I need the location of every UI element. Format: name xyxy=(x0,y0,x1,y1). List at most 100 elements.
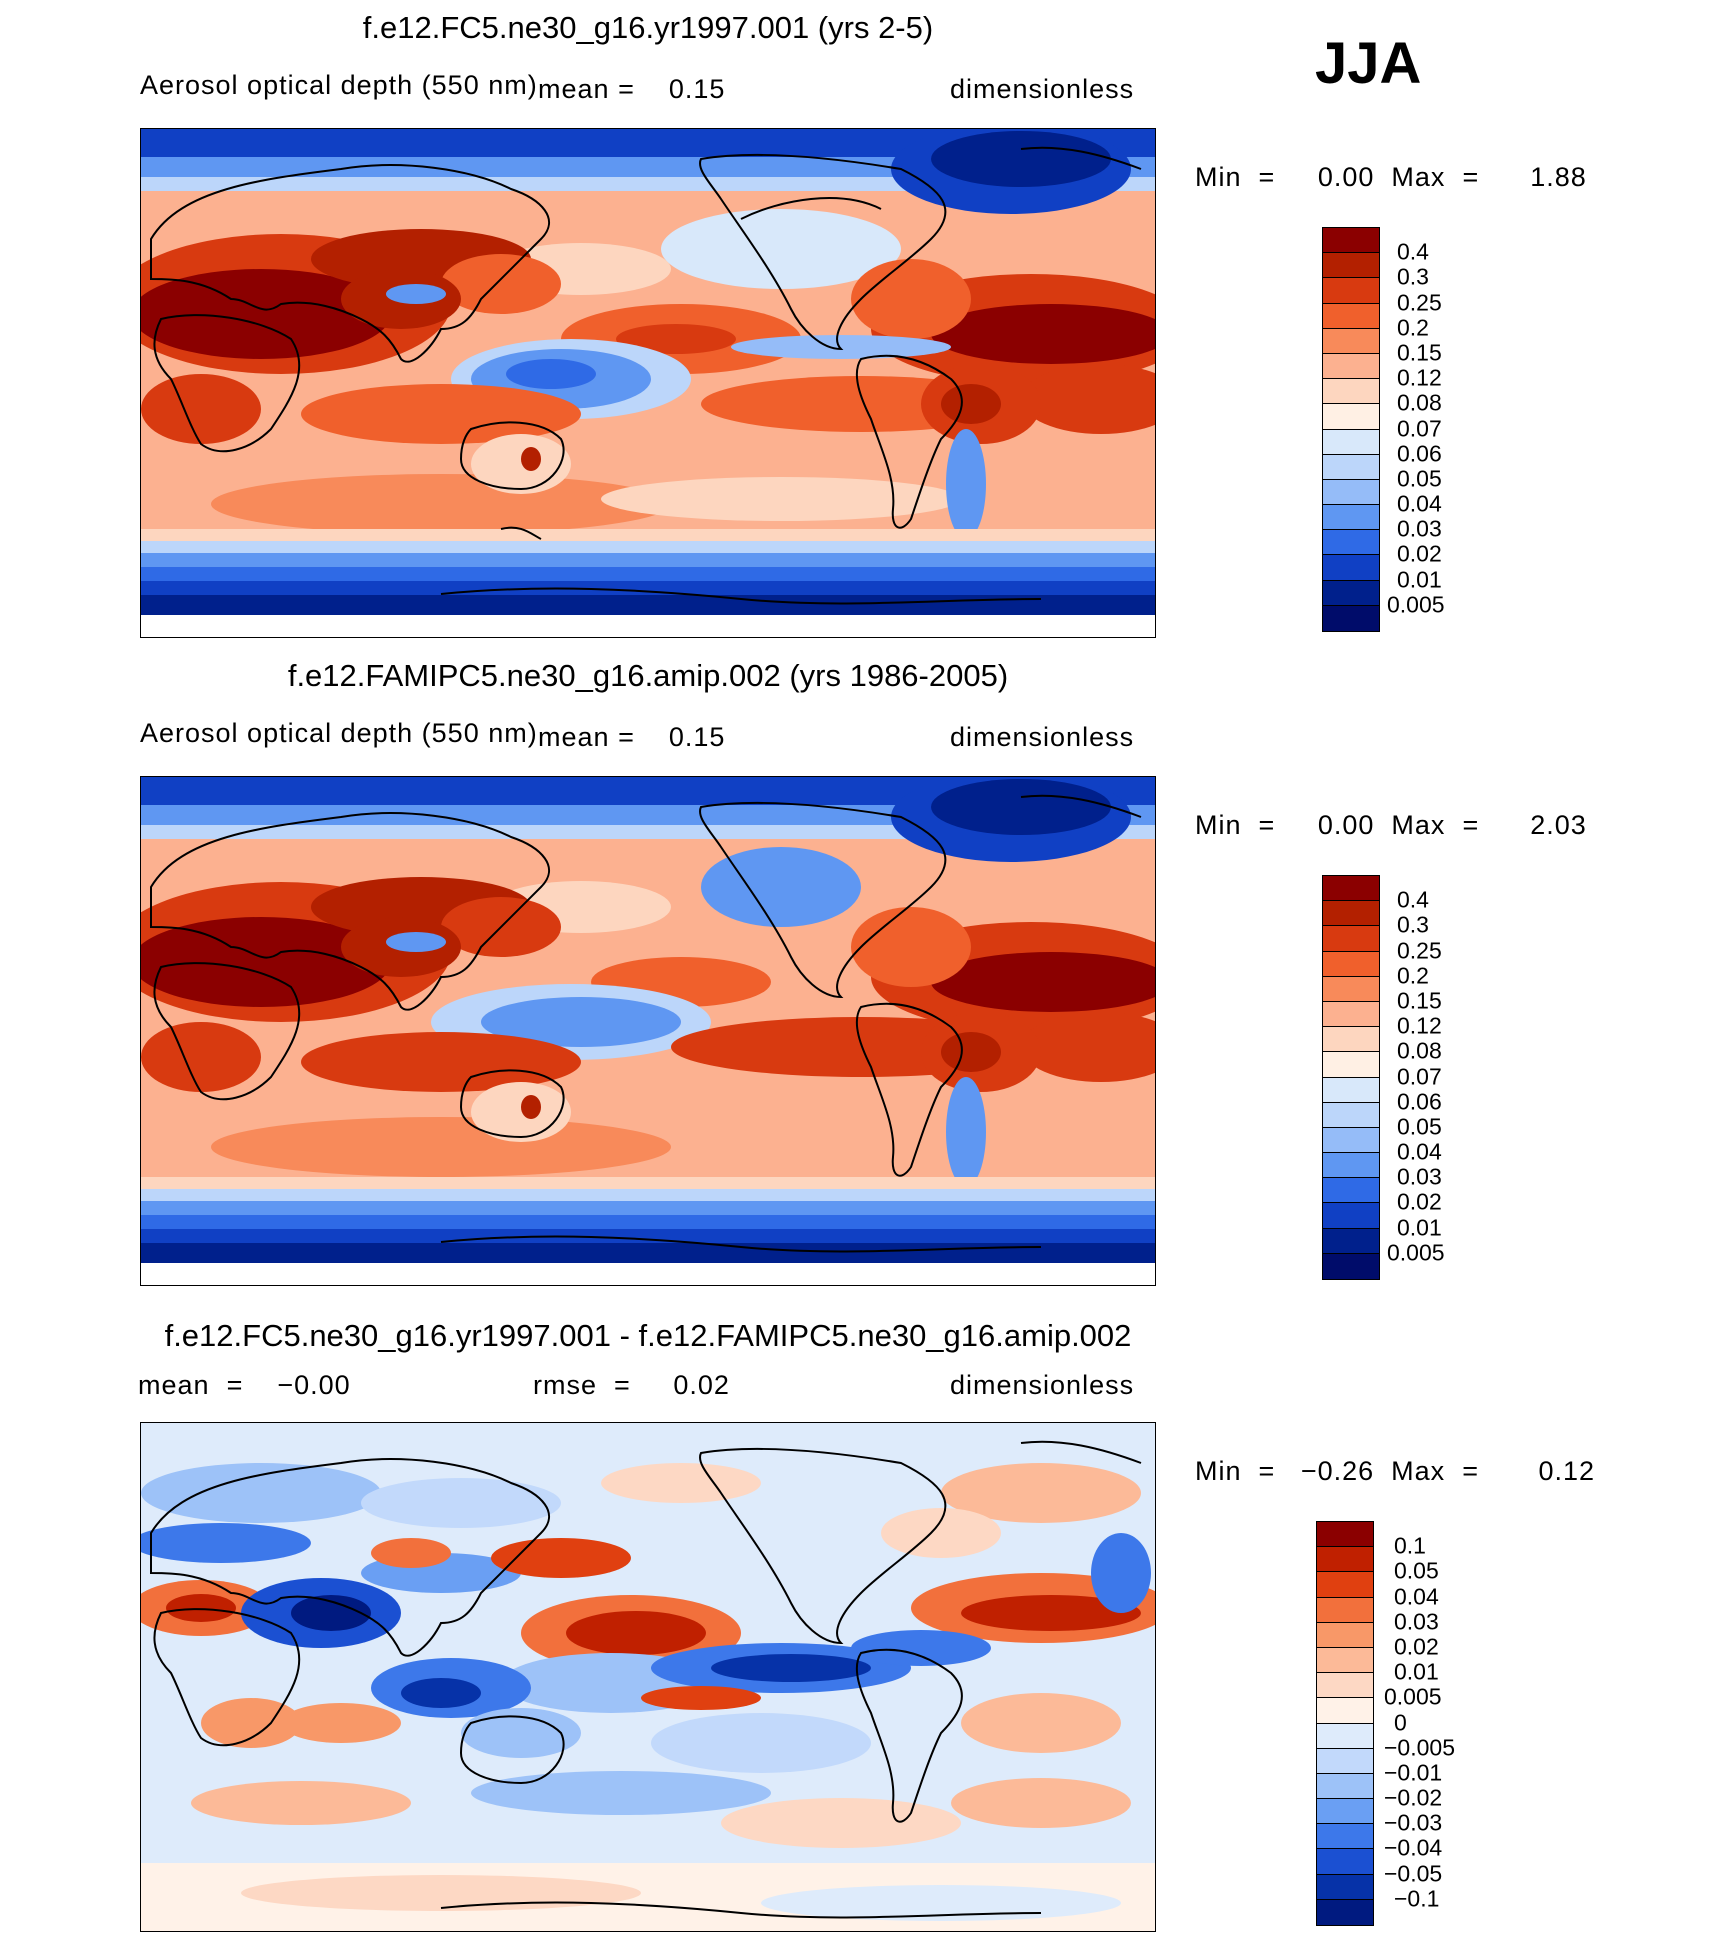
panel2-colorbar-swatch xyxy=(1323,1153,1379,1179)
panel3-minmax: Min = −0.26 Max = 0.12 xyxy=(1195,1456,1596,1486)
panel2-colorbar-level-label: 0.25 xyxy=(1397,937,1442,964)
panel2-colorbar-level-label: 0.4 xyxy=(1397,886,1429,913)
panel1-colorbar xyxy=(1322,227,1380,632)
panel2-colorbar-swatch xyxy=(1323,1102,1379,1128)
panel1-colorbar-swatch xyxy=(1323,555,1379,581)
panel3-colorbar-swatch xyxy=(1317,1522,1373,1548)
panel2-colorbar-swatch xyxy=(1323,1127,1379,1154)
panel3-rmse: rmse = 0.02 xyxy=(533,1370,730,1400)
panel3-colorbar-swatch xyxy=(1317,1799,1373,1825)
panel3-min: −0.26 xyxy=(1300,1456,1375,1486)
panel2-colorbar-swatch xyxy=(1323,951,1379,977)
panel1-colorbar-level-label: 0.12 xyxy=(1397,364,1442,391)
panel1-colorbar-swatch xyxy=(1323,454,1379,480)
panel2-mean-label: mean xyxy=(538,722,610,752)
panel2-colorbar-level-label: 0.07 xyxy=(1397,1063,1442,1089)
panel1-min: 0.00 xyxy=(1317,162,1375,192)
panel2-colorbar-level-label: 0.005 xyxy=(1387,1239,1445,1266)
panel3-colorbar-swatch xyxy=(1317,1597,1373,1623)
panel1-map-field xyxy=(141,129,1155,637)
panel2-colorbar-level-label: 0.01 xyxy=(1397,1214,1442,1241)
panel2-colorbar-swatch xyxy=(1323,976,1379,1002)
panel3-colorbar-level-label: 0.005 xyxy=(1384,1683,1442,1710)
panel2-colorbar-level-label: 0.12 xyxy=(1397,1012,1442,1039)
panel3-colorbar-swatch xyxy=(1317,1572,1373,1598)
panel1-colorbar-swatch xyxy=(1323,404,1379,430)
panel2-colorbar-swatch xyxy=(1323,1228,1379,1254)
panel2-colorbar-level-label: 0.04 xyxy=(1397,1138,1442,1165)
panel3-colorbar-swatch xyxy=(1317,1547,1373,1573)
panel1-colorbar-level-label: 0.05 xyxy=(1397,465,1442,492)
panel1-title: f.e12.FC5.ne30_g16.yr1997.001 (yrs 2-5) xyxy=(362,10,934,45)
panel2-colorbar-swatch xyxy=(1323,1178,1379,1204)
panel1-colorbar-swatch xyxy=(1323,530,1379,556)
panel3-colorbar-level-label: 0.02 xyxy=(1394,1633,1439,1660)
panel2-colorbar xyxy=(1322,875,1380,1280)
panel1-colorbar-level-label: 0.15 xyxy=(1397,339,1442,366)
panel3-rmse-value: 0.02 xyxy=(673,1370,730,1400)
panel2-colorbar-swatch xyxy=(1323,1203,1379,1229)
panel2-minmax: Min = 0.00 Max = 2.03 xyxy=(1195,810,1587,840)
panel3-mean-label: mean xyxy=(138,1370,210,1400)
panel2-colorbar-swatch xyxy=(1323,1077,1379,1103)
panel3-colorbar-swatch xyxy=(1317,1723,1373,1749)
panel1-colorbar-swatch xyxy=(1323,379,1379,405)
panel1-colorbar-swatch xyxy=(1323,303,1379,329)
panel3-colorbar xyxy=(1316,1521,1374,1926)
panel2-colorbar-level-label: 0.02 xyxy=(1397,1188,1442,1215)
panel2-colorbar-swatch xyxy=(1323,1001,1379,1028)
panel3-colorbar-level-label: −0.1 xyxy=(1394,1885,1440,1912)
panel3-colorbar-swatch xyxy=(1317,1748,1373,1774)
panel1-colorbar-swatch xyxy=(1323,278,1379,304)
panel3-colorbar-level-label: 0.04 xyxy=(1394,1583,1439,1610)
panel1-mean-value: 0.15 xyxy=(668,74,726,104)
panel1-map xyxy=(140,128,1156,638)
panel1-colorbar-level-label: 0.01 xyxy=(1397,566,1442,593)
panel1-minmax: Min = 0.00 Max = 1.88 xyxy=(1195,162,1587,192)
panel1-units: dimensionless xyxy=(950,74,1135,104)
panel1-colorbar-swatch xyxy=(1323,580,1379,606)
panel2-colorbar-level-label: 0.05 xyxy=(1397,1113,1442,1140)
panel1-mean-label: mean xyxy=(538,74,610,104)
panel3-colorbar-level-label: 0.05 xyxy=(1394,1557,1439,1584)
panel2-min: 0.00 xyxy=(1317,810,1375,840)
panel1-max: 1.88 xyxy=(1530,162,1587,192)
panel3-colorbar-swatch xyxy=(1317,1773,1373,1800)
panel2-colorbar-level-label: 0.15 xyxy=(1397,987,1442,1014)
panel1-colorbar-level-label: 0.005 xyxy=(1387,591,1445,618)
panel1-colorbar-level-label: 0.2 xyxy=(1397,314,1429,341)
panel3-units: dimensionless xyxy=(950,1370,1135,1400)
panel2-colorbar-swatch xyxy=(1323,1052,1379,1078)
panel3-colorbar-swatch xyxy=(1317,1673,1373,1699)
panel3-colorbar-swatch xyxy=(1317,1622,1373,1648)
panel3-colorbar-level-label: 0.03 xyxy=(1394,1608,1439,1635)
panel2-colorbar-level-label: 0.2 xyxy=(1397,962,1429,989)
panel3-mean-value: −0.00 xyxy=(277,1370,351,1400)
panel1-mean-eq: = xyxy=(618,74,635,104)
panel1-colorbar-swatch xyxy=(1323,429,1379,455)
panel1-colorbar-level-label: 0.3 xyxy=(1397,263,1429,290)
panel1-colorbar-level-label: 0.08 xyxy=(1397,389,1442,416)
panel2-title: f.e12.FAMIPC5.ne30_g16.amip.002 (yrs 198… xyxy=(287,658,1009,693)
panel1-colorbar-level-label: 0.07 xyxy=(1397,415,1442,441)
panel3-colorbar-level-label: −0.005 xyxy=(1384,1734,1455,1761)
panel3-colorbar-level-label: −0.03 xyxy=(1384,1809,1443,1836)
panel1-colorbar-swatch xyxy=(1323,505,1379,531)
panel3-colorbar-swatch xyxy=(1317,1899,1373,1925)
panel2-colorbar-swatch xyxy=(1323,1253,1379,1279)
panel1-colorbar-swatch xyxy=(1323,353,1379,380)
panel3-colorbar-level-label: 0.01 xyxy=(1394,1658,1439,1685)
panel2-units: dimensionless xyxy=(950,722,1135,752)
panel2-colorbar-swatch xyxy=(1323,1027,1379,1053)
panel3-colorbar-level-label: −0.04 xyxy=(1384,1834,1443,1861)
panel1-colorbar-level-label: 0.02 xyxy=(1397,540,1442,567)
panel3-colorbar-level-label: −0.01 xyxy=(1384,1759,1443,1786)
panel1-variable: Aerosol optical depth (550 nm) xyxy=(140,70,538,100)
panel2-colorbar-swatch xyxy=(1323,901,1379,927)
panel1-colorbar-level-label: 0.04 xyxy=(1397,490,1442,517)
panel3-colorbar-swatch xyxy=(1317,1824,1373,1850)
panel2-variable: Aerosol optical depth (550 nm) xyxy=(140,718,538,748)
panel2-colorbar-level-label: 0.06 xyxy=(1397,1088,1442,1115)
panel2-mean: mean = 0.15 xyxy=(538,722,726,752)
panel2-max: 2.03 xyxy=(1530,810,1587,840)
